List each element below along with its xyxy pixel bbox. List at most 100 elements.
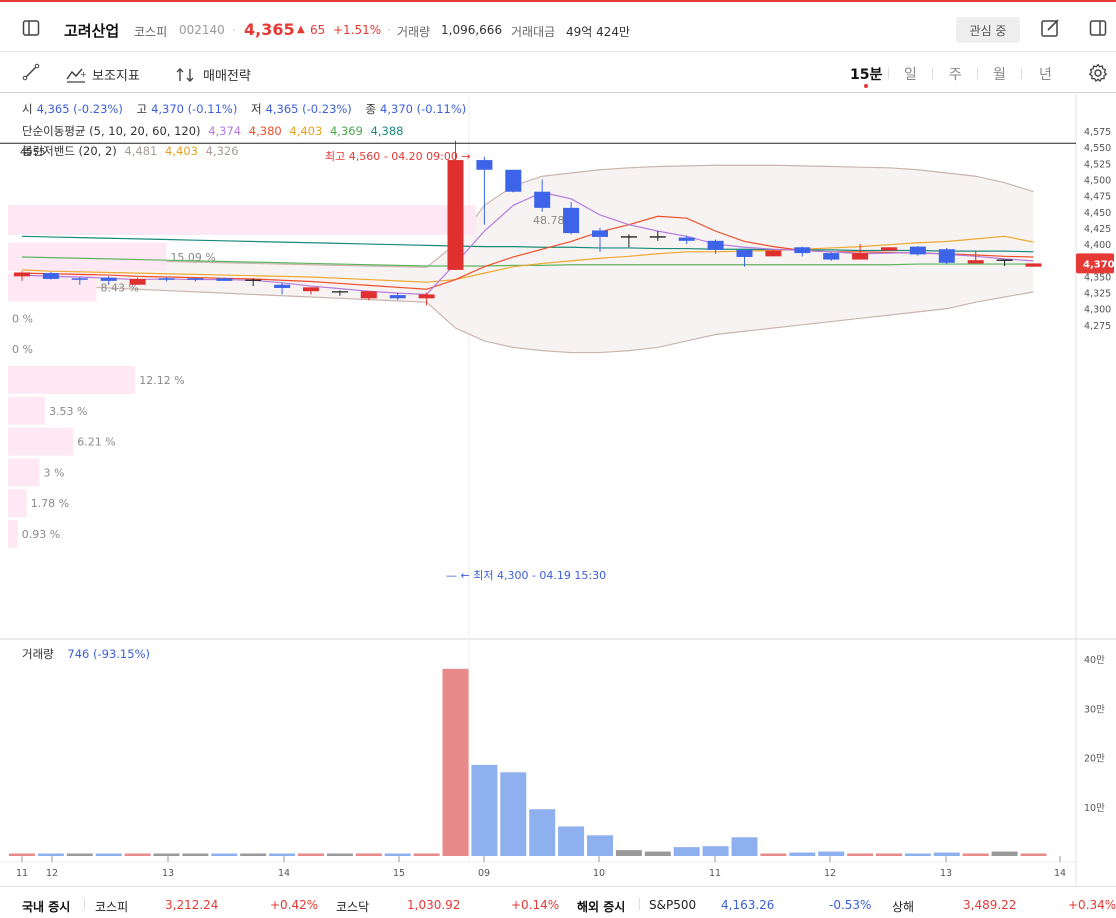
kosdaq-label[interactable]: 코스닥 [336,900,370,914]
sp500-label[interactable]: S&P500 [649,898,697,912]
volume-profile-label: 3.53 % [49,405,87,418]
edit-icon[interactable] [1039,17,1061,39]
price-axis-tick: 4,400 [1084,240,1111,251]
panel-toggle-icon[interactable] [1087,17,1109,39]
candle-body [736,249,753,257]
candle-body [158,278,175,280]
volume-profile-bar [8,427,74,456]
price-chart[interactable]: 0 %15.09 %8.43 %0 %0 %12.12 %3.53 %6.21 … [0,94,1116,886]
candle-body [678,237,695,241]
volume-axis-tick: 40만 [1084,655,1105,666]
stock-header: 고려산업 코스피 002140 · 4,365 ▲ 65 +1.51% · 거래… [0,2,1116,52]
ma-legend[interactable]: 단순이동평균 (5, 10, 20, 60, 120) 4,374 4,380 … [22,123,408,139]
volume-bar [124,853,151,856]
line-tool-icon [22,63,40,81]
kospi-label[interactable]: 코스피 [95,900,129,914]
candle-body [476,160,493,170]
candle-body [794,247,811,254]
sidebar-toggle-icon[interactable] [20,17,42,39]
volume-bar [240,853,267,856]
price-axis-tick: 4,275 [1084,321,1111,332]
ma20-value: 4,403 [289,124,323,138]
candle-body [274,284,291,288]
period-tab-15min[interactable]: 15분 [850,67,883,83]
volume-bar [673,847,700,856]
amount-value: 49억 424만 [566,25,631,39]
volume-profile-bar [8,458,40,487]
volume-bar [933,852,960,856]
volume-axis-tick: 20만 [1084,754,1105,765]
volume-bar [355,853,382,856]
ma120-value: 4,388 [370,124,404,138]
active-period-dot [864,84,868,88]
period-divider [977,68,978,79]
bb-mid-value: 4,403 [165,144,198,158]
price-axis-tick: 4,300 [1084,305,1111,316]
volume-profile-bar [8,396,46,425]
period-tab-month[interactable]: 월 [993,67,1006,83]
time-axis-tick: 13 [162,868,174,879]
volume-profile-label: 0 % [12,312,33,325]
volume-bar [298,853,324,856]
price-axis-tick: 4,475 [1084,192,1111,203]
period-tab-day[interactable]: 일 [904,67,917,83]
settings-gear-icon[interactable] [1087,62,1109,84]
volume-bar [413,853,440,856]
bollinger-upper-line [21,164,1034,268]
candle-body [389,295,406,299]
overseas-market-label: 해외 증시 [577,900,626,914]
period-divider [932,68,933,79]
volume-bar [991,851,1018,856]
close-value: 4,370 (-0.11%) [380,102,467,116]
current-price-tag-label: 4,370 [1083,259,1115,270]
volume-label: 거래량 [397,25,431,39]
candle-body [303,287,319,292]
bb-lower-value: 4,326 [205,144,239,158]
period-tab-week[interactable]: 주 [949,67,962,83]
shanghai-label[interactable]: 상해 [892,900,915,914]
volume-bar [789,852,816,856]
draw-line-tool[interactable] [22,63,40,81]
bb-legend[interactable]: 볼린저밴드 (20, 2) 4,481 4,403 4,326 [22,143,243,159]
indicator-icon: + [66,68,86,83]
price-axis-tick: 4,575 [1084,127,1111,138]
svg-text:+: + [80,70,86,79]
period-divider [1021,68,1022,79]
strategy-button[interactable]: 매매전략 [175,65,251,84]
volume-bar [326,853,353,856]
volume-bar [269,853,296,856]
volume-profile-bar [8,489,27,518]
sp500-change: -0.53% [829,898,872,912]
high-price-annotation: 최고 4,560 - 04.20 09:00 → [325,150,471,163]
footer-divider [84,898,85,910]
volume-bar [442,668,469,856]
price-axis-tick: 4,425 [1084,224,1111,235]
volume-profile-bar [8,366,136,394]
candle-body [216,278,233,281]
period-tab-year[interactable]: 년 [1039,67,1052,83]
time-axis-tick: 12 [824,868,836,879]
current-price: 4,365 [244,20,295,39]
volume-bar [384,853,411,856]
candle-body [823,253,840,260]
candle-body [14,272,30,277]
time-axis-tick: 11 [16,868,28,879]
overlap-price-label: 4555 [20,147,46,158]
volume-profile-label: 0.93 % [22,528,60,541]
candle-body [1025,263,1042,267]
indicator-button[interactable]: + 보조지표 [66,65,140,84]
volume-bar [760,853,787,856]
time-axis-tick: 12 [46,868,58,879]
strategy-icon [176,67,194,82]
watchlist-button[interactable]: 관심 중 [956,17,1020,43]
open-label: 시 [22,102,33,116]
stock-code: 002140 [179,23,225,37]
candle-body [100,277,117,281]
volume-value: 1,096,666 [441,23,503,37]
high-value: 4,370 (-0.11%) [151,102,238,116]
candle-body [852,253,869,260]
volume-bar [615,850,642,856]
market-label: 코스피 [134,25,168,39]
volume-profile-label: 6.21 % [77,436,115,449]
ma10-line [21,215,1034,290]
